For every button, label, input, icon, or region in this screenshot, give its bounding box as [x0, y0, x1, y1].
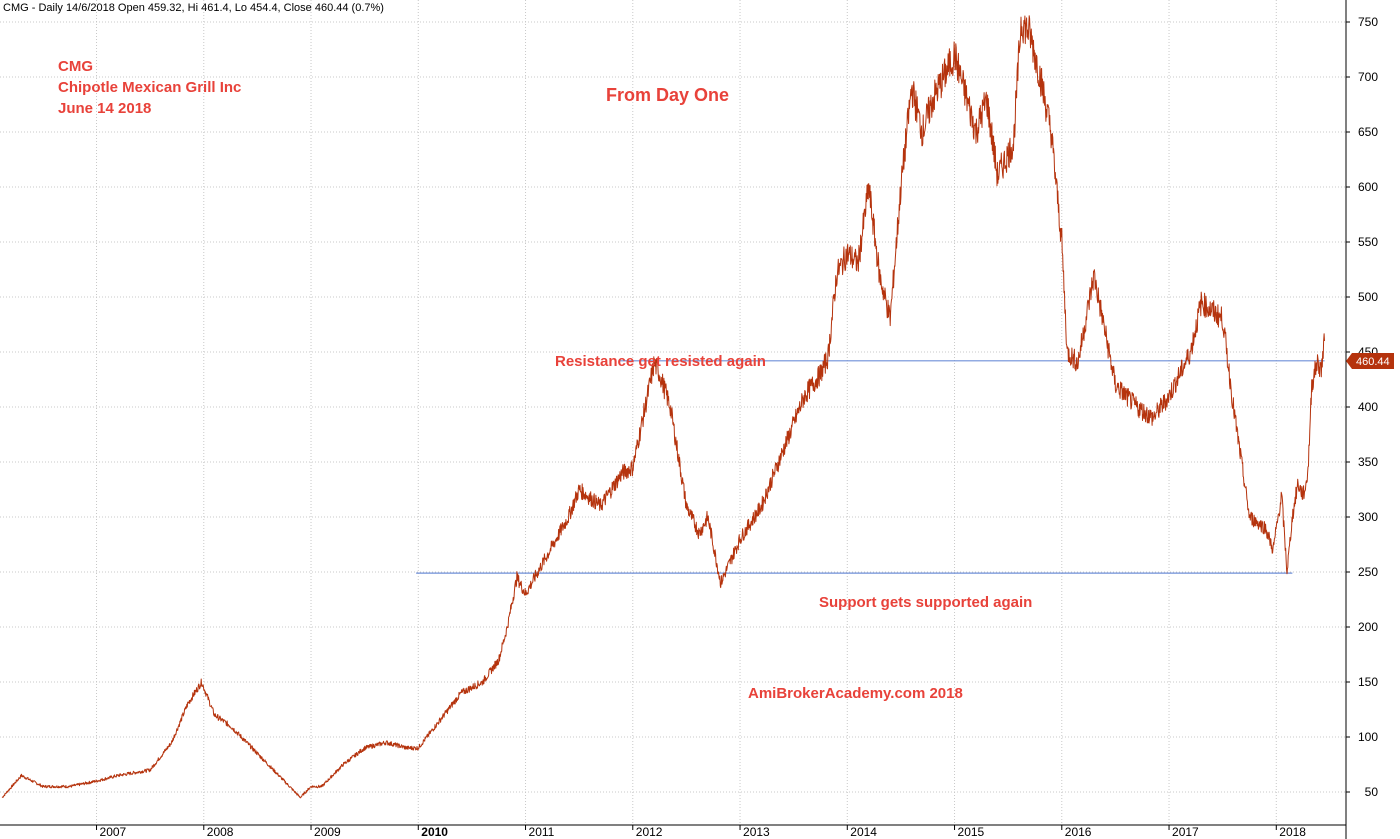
y-tick-label: 300: [1358, 510, 1378, 524]
x-tick-label: 2012: [636, 825, 663, 839]
y-tick-label: 550: [1358, 235, 1378, 249]
y-tick-label: 250: [1358, 565, 1378, 579]
x-tick-label: 2013: [743, 825, 770, 839]
price-line: [1, 15, 1325, 799]
date-label: June 14 2018: [58, 100, 151, 117]
chart-subtitle: From Day One: [606, 85, 729, 105]
x-tick-label: 2010: [421, 825, 448, 839]
ticker-label: CMG: [58, 58, 93, 75]
y-tick-label: 650: [1358, 125, 1378, 139]
last-price-tag: 460.44: [1346, 353, 1394, 369]
company-label: Chipotle Mexican Grill Inc: [58, 79, 241, 96]
y-tick-label: 100: [1358, 730, 1378, 744]
x-tick-label: 2017: [1172, 825, 1199, 839]
y-tick-label: 500: [1358, 290, 1378, 304]
price-series: [1, 15, 1325, 799]
y-tick-label: 700: [1358, 70, 1378, 84]
support-annotation: Support gets supported again: [819, 594, 1032, 611]
x-tick-label: 2011: [529, 825, 555, 839]
last-price-tag-bg: [1346, 353, 1394, 369]
x-tick-label: 2016: [1065, 825, 1092, 839]
x-tick-label: 2015: [958, 825, 985, 839]
last-price-value: 460.44: [1356, 356, 1390, 368]
y-tick-label: 750: [1358, 15, 1378, 29]
chart-header: CMG - Daily 14/6/2018 Open 459.32, Hi 46…: [3, 2, 384, 14]
level-lines: [416, 360, 1325, 574]
x-axis: 2007 2008 2009 2010 2011 2012 2013 2014 2015 2016…: [96, 825, 1306, 839]
x-tick-label: 2014: [850, 825, 877, 839]
x-tick-label: 2008: [207, 825, 234, 839]
y-tick-label: 400: [1358, 400, 1378, 414]
x-tick-label: 2007: [100, 825, 127, 839]
y-tick-label: 600: [1358, 180, 1378, 194]
x-tick-label: 2009: [314, 825, 341, 839]
y-tick-label: 200: [1358, 620, 1378, 634]
y-tick-label: 150: [1358, 675, 1378, 689]
resistance-annotation: Resistance get resisted again: [555, 353, 766, 370]
y-tick-label: 350: [1358, 455, 1378, 469]
watermark: AmiBrokerAcademy.com 2018: [748, 685, 963, 702]
x-tick-label: 2018: [1279, 825, 1306, 839]
y-tick-label: 50: [1365, 785, 1379, 799]
